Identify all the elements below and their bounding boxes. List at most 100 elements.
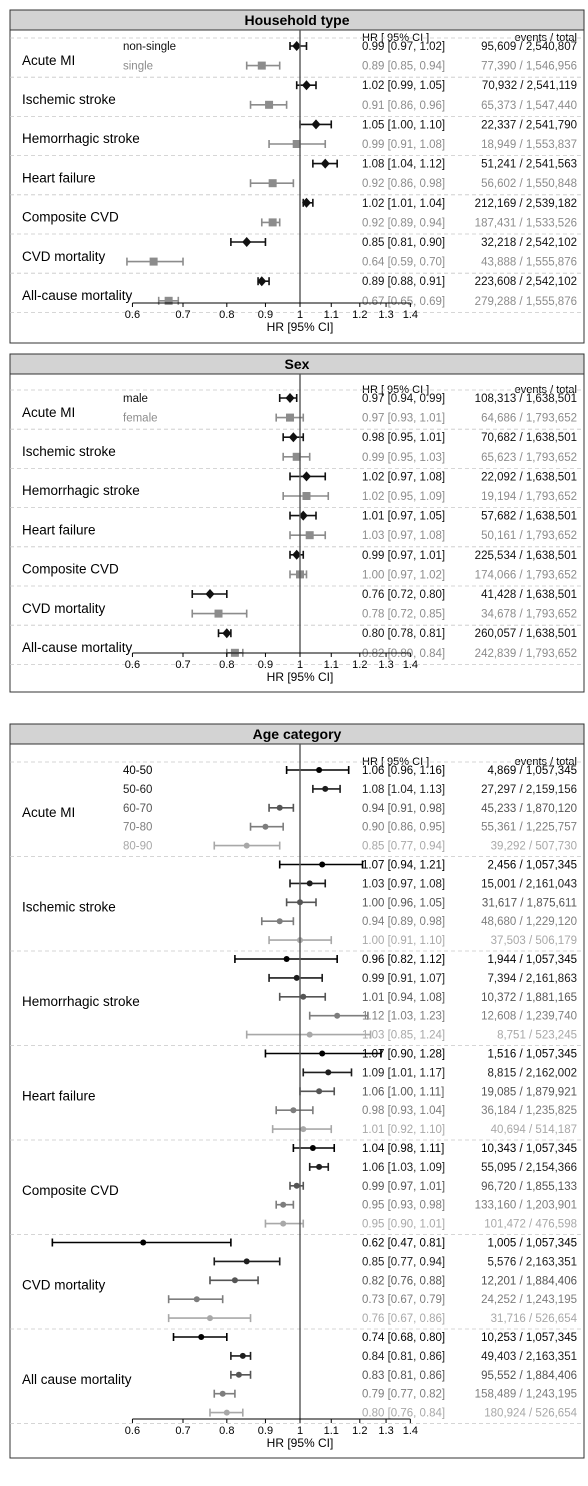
hr-point	[301, 80, 311, 91]
outcome-label: Acute MI	[22, 53, 75, 68]
events-label: 10,372 / 1,881,165	[481, 992, 577, 1004]
events-label: 225,534 / 1,638,501	[475, 550, 577, 562]
hr-point	[325, 1069, 332, 1076]
ci-label: 1.02 [0.95, 1.09]	[362, 491, 445, 503]
hr-point	[301, 197, 311, 208]
hr-point	[214, 609, 223, 618]
ci-label: 0.97 [0.94, 0.99]	[362, 393, 445, 405]
ci-label: 1.12 [1.03, 1.23]	[362, 1011, 445, 1023]
hr-point	[301, 471, 311, 482]
ci-label: 0.83 [0.81, 0.86]	[362, 1370, 445, 1382]
x-tick-label: 1.1	[324, 659, 339, 671]
hr-point	[257, 276, 267, 287]
outcome-label: Hemorrhagic stroke	[22, 994, 140, 1009]
hr-point	[283, 956, 290, 962]
panel-header	[9, 723, 585, 745]
events-label: 22,337 / 2,541,790	[481, 119, 577, 131]
ci-label: 1.07 [0.94, 1.21]	[362, 860, 445, 872]
events-label: 180,924 / 526,654	[484, 1408, 577, 1420]
outcome-label: CVD mortality	[22, 1277, 106, 1292]
hr-point	[292, 549, 302, 560]
events-label: 37,503 / 506,179	[491, 935, 577, 947]
events-label: 27,297 / 2,159,156	[481, 784, 577, 796]
hr-point	[288, 432, 298, 443]
ci-label: 0.62 [0.47, 0.81]	[362, 1238, 445, 1250]
x-tick-label: 0.7	[175, 659, 190, 671]
outcome-label: Acute MI	[22, 405, 75, 420]
ci-label: 0.85 [0.81, 0.90]	[362, 237, 445, 249]
outcome-label: Acute MI	[22, 805, 75, 820]
hr-point	[292, 140, 301, 148]
ci-label: 0.99 [0.95, 1.03]	[362, 452, 445, 464]
hr-point	[293, 974, 300, 981]
hr-point	[164, 296, 173, 305]
events-label: 31,617 / 1,875,611	[482, 897, 577, 909]
hr-point	[149, 257, 158, 266]
hr-point	[257, 61, 266, 70]
outcome-label: All-cause mortality	[22, 640, 133, 655]
ci-label: 0.80 [0.78, 0.81]	[362, 628, 445, 640]
ci-label: 0.85 [0.77, 0.94]	[362, 841, 445, 853]
events-label: 95,609 / 2,540,807	[481, 41, 577, 53]
x-tick-label: 0.9	[258, 309, 273, 321]
ci-label: 0.82 [0.80, 0.84]	[362, 648, 445, 660]
outcome-label: Heart failure	[22, 522, 96, 537]
events-label: 260,057 / 1,638,501	[475, 628, 577, 640]
panel-header	[9, 353, 585, 375]
x-tick-label: 1.4	[403, 659, 418, 671]
hr-point	[262, 823, 269, 830]
events-label: 212,169 / 2,539,182	[475, 198, 577, 210]
outcome-label: Ischemic stroke	[22, 444, 116, 459]
ci-label: 1.03 [0.97, 1.08]	[362, 878, 445, 890]
ci-label: 0.82 [0.76, 0.88]	[362, 1275, 445, 1287]
events-label: 7,394 / 2,161,863	[487, 973, 577, 985]
x-tick-label: 1.4	[403, 1425, 418, 1437]
hr-point	[334, 1012, 341, 1019]
hr-point	[206, 1315, 213, 1322]
x-tick-label: 0.8	[219, 309, 234, 321]
events-label: 77,390 / 1,546,956	[481, 61, 577, 73]
ci-label: 0.78 [0.72, 0.85]	[362, 609, 445, 621]
hr-point	[292, 41, 302, 51]
x-tick-label: 0.7	[175, 1425, 190, 1437]
outcome-label: CVD mortality	[22, 601, 106, 616]
ci-label: 0.64 [0.59, 0.70]	[362, 257, 445, 269]
outcome-label: Ischemic stroke	[22, 899, 116, 914]
outcome-label: Hemorrhagic stroke	[22, 483, 140, 498]
ci-label: 1.05 [1.00, 1.10]	[362, 119, 445, 131]
outcome-label: All cause mortality	[22, 1372, 132, 1387]
hr-point	[280, 1201, 287, 1208]
panel-title: Sex	[285, 356, 310, 372]
ci-label: 1.00 [0.91, 1.10]	[362, 935, 445, 947]
ci-label: 0.76 [0.67, 0.86]	[362, 1313, 445, 1325]
hr-point	[306, 880, 313, 887]
events-label: 49,403 / 2,163,351	[481, 1351, 577, 1363]
hr-point	[319, 861, 326, 868]
events-label: 223,608 / 2,542,102	[475, 276, 577, 288]
ci-label: 1.06 [1.00, 1.11]	[362, 1086, 444, 1098]
events-label: 1,944 / 1,057,345	[487, 954, 577, 966]
ci-label: 1.06 [0.96, 1.16]	[362, 765, 445, 777]
events-label: 65,373 / 1,547,440	[481, 100, 577, 112]
events-label: 31,716 / 526,654	[491, 1313, 578, 1325]
ci-label: 1.03 [0.97, 1.08]	[362, 530, 445, 542]
group-label: 50-60	[123, 784, 152, 796]
ci-label: 0.99 [0.97, 1.01]	[362, 550, 445, 562]
ci-label: 1.00 [0.97, 1.02]	[362, 569, 445, 581]
group-label: 40-50	[123, 765, 152, 777]
events-label: 55,095 / 2,154,366	[481, 1162, 577, 1174]
events-label: 19,194 / 1,793,652	[481, 491, 577, 503]
hr-point	[285, 393, 295, 403]
hr-point	[222, 628, 232, 639]
events-label: 57,682 / 1,638,501	[481, 511, 577, 523]
panel-frame	[9, 9, 585, 344]
hr-point	[276, 918, 283, 925]
hr-point	[293, 1182, 300, 1189]
hr-point	[298, 510, 308, 521]
events-label: 36,184 / 1,235,825	[481, 1105, 577, 1117]
group-label: single	[123, 61, 153, 73]
events-label: 187,431 / 1,533,526	[475, 217, 577, 229]
events-label: 8,751 / 523,245	[497, 1030, 577, 1042]
outcome-label: Ischemic stroke	[22, 92, 116, 107]
